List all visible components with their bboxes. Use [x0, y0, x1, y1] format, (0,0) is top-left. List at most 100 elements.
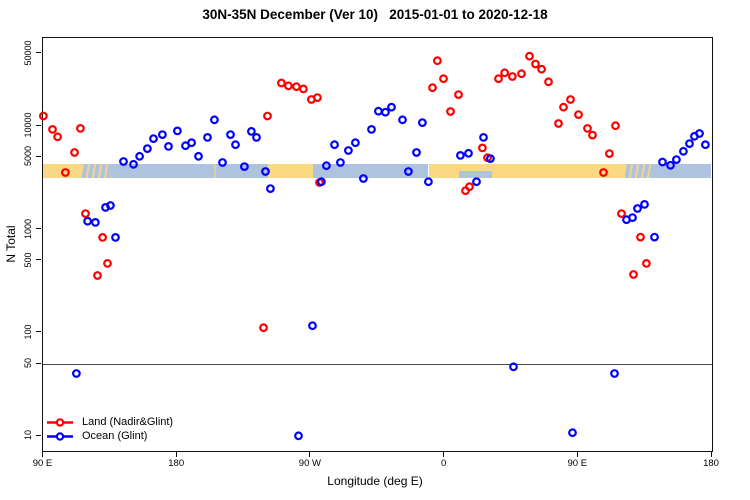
data-point-ocean [344, 146, 353, 155]
data-point-ocean [265, 184, 275, 194]
reference-line-50 [43, 363, 712, 365]
data-point-land [588, 130, 597, 140]
data-point-ocean [479, 132, 488, 142]
x-axis-title: Longitude (deg E) [327, 474, 423, 488]
band-segment-ocean [219, 164, 269, 178]
data-point-ocean [129, 159, 138, 169]
data-point-ocean [486, 154, 495, 163]
x-tick-mark [576, 451, 578, 457]
data-point-ocean [203, 132, 212, 142]
data-point-land [53, 132, 63, 142]
data-point-land [574, 110, 583, 119]
data-point-land [291, 82, 301, 92]
data-point-land [283, 81, 293, 91]
data-point-land [76, 123, 85, 133]
legend-item-land: Land (Nadir&Glint) [46, 415, 173, 429]
data-point-ocean [149, 134, 158, 143]
data-point-land [93, 271, 102, 280]
data-point-ocean [404, 167, 413, 176]
data-point-ocean [679, 146, 688, 156]
y-tick-mark [36, 362, 41, 364]
y-tick-mark [36, 228, 41, 230]
data-point-ocean [294, 431, 303, 441]
data-point-land [263, 111, 272, 121]
data-point-land [554, 119, 563, 128]
data-point-ocean [381, 107, 390, 117]
data-point-land [98, 232, 107, 242]
data-point-land [629, 270, 638, 279]
data-point-land [446, 107, 455, 116]
data-point-ocean [111, 232, 120, 242]
data-point-ocean [72, 369, 81, 378]
data-point-land [642, 258, 651, 268]
data-point-land [583, 123, 592, 133]
data-point-ocean [628, 213, 637, 223]
data-point-ocean [472, 177, 481, 187]
data-point-land [478, 143, 487, 153]
data-point-ocean [164, 141, 173, 151]
data-point-ocean [142, 144, 152, 153]
y-tick-mark [36, 52, 41, 54]
band-segment-islands-sparse [209, 164, 220, 178]
data-point-ocean [387, 102, 396, 112]
data-point-ocean [374, 106, 383, 116]
data-point-ocean [650, 232, 659, 242]
legend-label-ocean: Ocean (Glint) [82, 430, 148, 442]
data-point-ocean [330, 140, 339, 150]
data-point-ocean [252, 132, 261, 142]
x-tick-mark [443, 451, 445, 457]
y-tick-mark [36, 155, 41, 157]
data-point-land [313, 93, 322, 102]
x-tick-mark [42, 451, 43, 457]
data-point-land [544, 77, 553, 87]
data-point-ocean [317, 177, 326, 187]
data-point-ocean [412, 148, 421, 157]
legend: Land (Nadir&Glint) Ocean (Glint) [46, 415, 173, 443]
data-point-ocean [105, 201, 115, 210]
band-segment-ocean [312, 164, 429, 178]
data-point-land [494, 74, 503, 84]
legend-label-land: Land (Nadir&Glint) [82, 416, 174, 428]
data-point-land [299, 84, 308, 94]
data-point-ocean [658, 157, 667, 167]
data-point-land [61, 168, 70, 177]
band-segment-ocean [650, 164, 712, 178]
x-tick-mark [309, 451, 311, 457]
plot-area [39, 37, 713, 452]
band-inland-sea-notch [458, 170, 492, 178]
chart-title: 30N-35N December (Ver 10) 2015-01-01 to … [202, 7, 548, 22]
data-point-land [428, 83, 437, 93]
x-tick-mark [175, 451, 177, 457]
data-point-ocean [209, 115, 219, 125]
data-point-ocean [464, 148, 473, 158]
data-point-ocean [336, 158, 345, 167]
data-point-ocean [246, 126, 256, 136]
scatter-points-layer [39, 51, 710, 441]
data-point-land [259, 323, 268, 333]
data-point-land [103, 258, 112, 268]
data-point-land [537, 64, 547, 74]
data-point-ocean [172, 126, 182, 136]
data-point-land [454, 90, 463, 99]
data-point-ocean [119, 157, 128, 166]
data-point-ocean [695, 129, 704, 138]
data-point-ocean [685, 139, 694, 148]
data-point-ocean [509, 362, 518, 372]
data-point-land [531, 59, 540, 69]
data-point-ocean [308, 321, 317, 331]
data-point-ocean [157, 130, 167, 139]
x-tick-mark [710, 451, 712, 457]
data-point-ocean [91, 217, 100, 227]
data-point-land [611, 121, 620, 131]
data-point-land [559, 102, 568, 112]
band-segment-coast-islands [82, 164, 111, 178]
y-tick-mark [36, 434, 41, 436]
data-point-land [39, 111, 48, 121]
data-point-ocean [351, 138, 360, 148]
data-point-land [81, 209, 90, 219]
data-point-ocean [418, 118, 427, 127]
data-point-ocean [218, 158, 227, 167]
data-point-ocean [640, 199, 649, 209]
data-point-ocean [633, 204, 642, 213]
